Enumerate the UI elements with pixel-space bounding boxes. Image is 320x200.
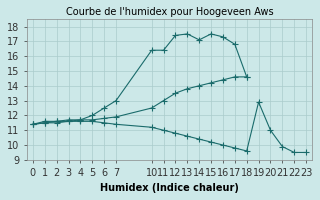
Title: Courbe de l'humidex pour Hoogeveen Aws: Courbe de l'humidex pour Hoogeveen Aws [66,7,273,17]
X-axis label: Humidex (Indice chaleur): Humidex (Indice chaleur) [100,183,239,193]
